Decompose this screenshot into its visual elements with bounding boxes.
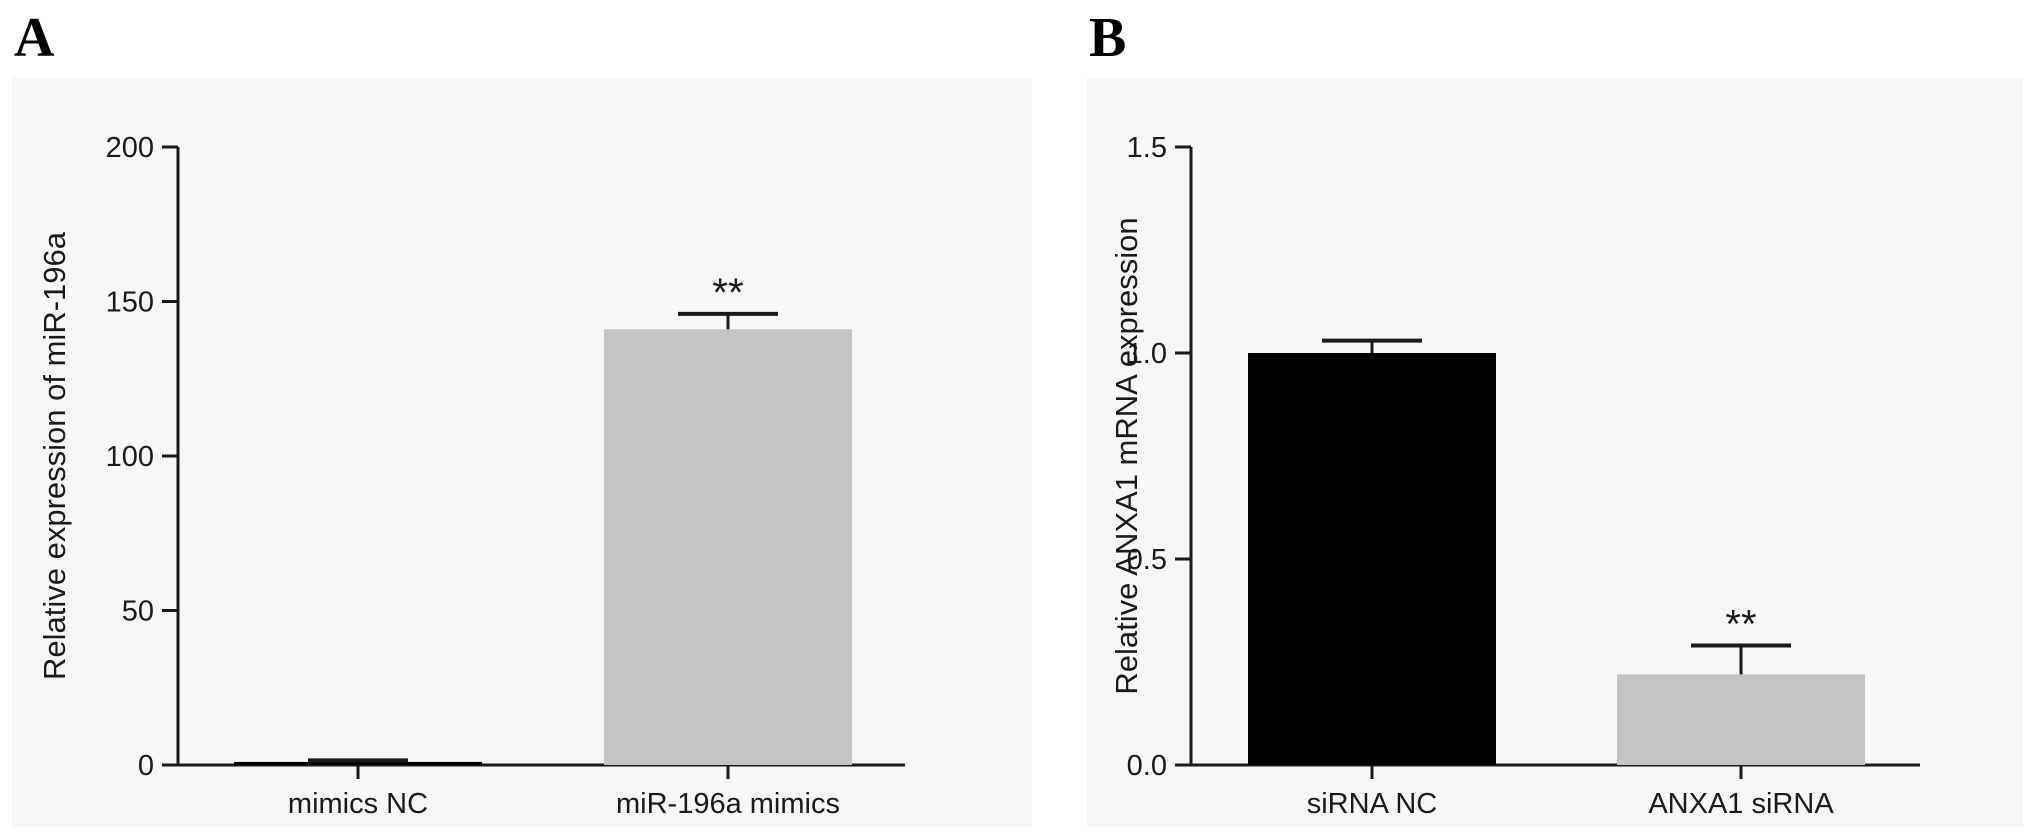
bar-chart-a: 0 50 100 150 200 Relative expression of miR-1…	[37, 132, 905, 820]
y-tick-label: 0	[138, 750, 154, 782]
panel-label: B	[1089, 7, 1127, 69]
y-axis-title: Relative expression of miR-196a	[37, 231, 72, 680]
bar	[234, 761, 482, 765]
x-tick-label: miR-196a mimics	[616, 788, 840, 820]
bar	[1617, 674, 1865, 765]
panel-label: A	[14, 7, 55, 69]
y-tick-label: 1.0	[1127, 338, 1167, 370]
y-tick-label: 150	[106, 287, 154, 319]
x-tick-label: mimics NC	[288, 788, 428, 820]
y-tick-label: 1.5	[1127, 132, 1167, 164]
y-tick-label: 100	[106, 441, 154, 473]
plot-background	[1087, 78, 2023, 827]
significance-marker: **	[712, 271, 743, 315]
x-tick-label: siRNA NC	[1307, 788, 1438, 820]
bar	[1248, 353, 1496, 765]
plot-background	[12, 78, 1032, 827]
x-tick-label: ANXA1 siRNA	[1648, 788, 1834, 820]
chart-panel-a: A 0 50 100 150 200 Relative expression of miR…	[12, 7, 1032, 827]
y-tick-label: 0.0	[1127, 750, 1167, 782]
y-axis-title: Relative ANXA1 mRNA expression	[1109, 217, 1144, 694]
y-tick-label: 50	[122, 596, 154, 628]
chart-panel-b: B 0.0 0.5 1.0 1.5 Relative ANXA1 mRNA expres…	[1075, 0, 2031, 835]
y-tick-label: 200	[106, 132, 154, 164]
y-tick-label: 0.5	[1127, 544, 1167, 576]
bar-chart-b: 0.0 0.5 1.0 1.5 Relative ANXA1 mRNA expressi…	[1109, 132, 1920, 820]
significance-marker: **	[1725, 603, 1756, 647]
bar	[604, 329, 852, 765]
